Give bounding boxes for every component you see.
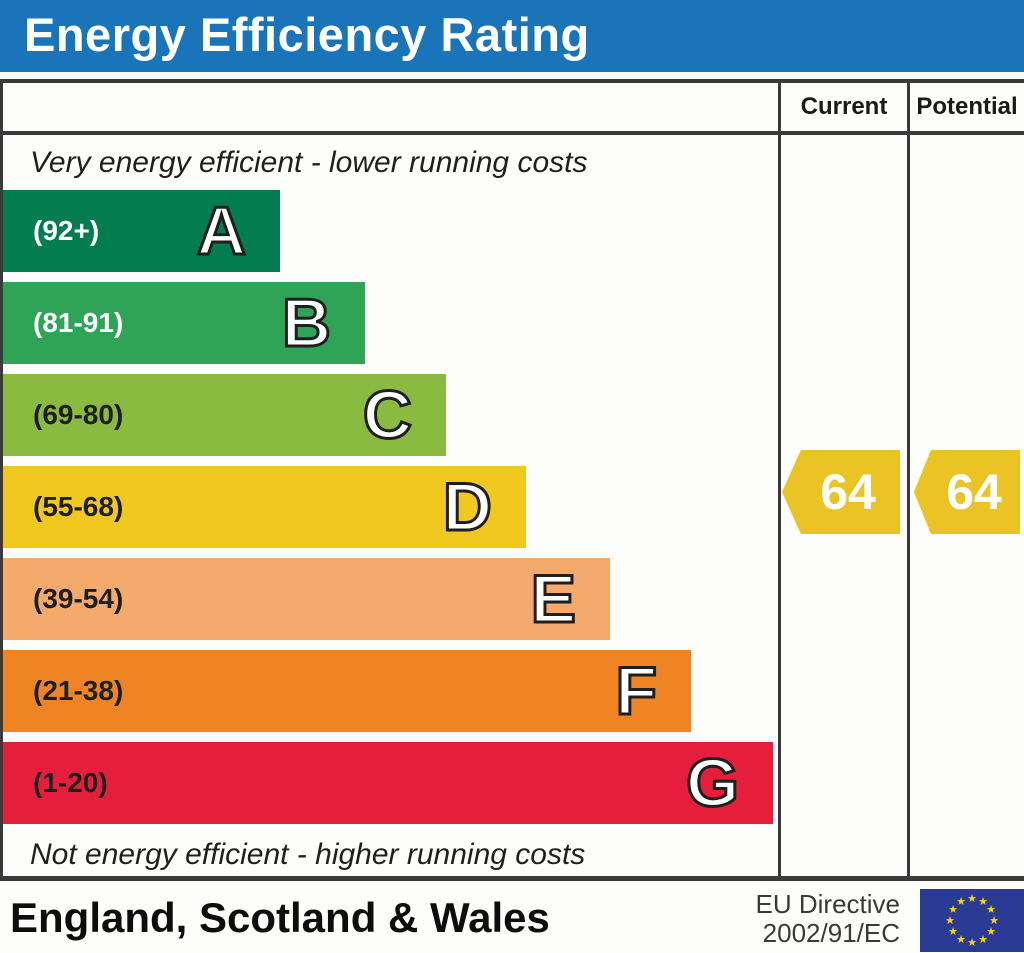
column-header-potential: Potential [916, 93, 1018, 120]
current-rating-value: 64 [820, 464, 876, 520]
band-letter-A: A [195, 192, 247, 271]
band-letter-F: F [614, 652, 659, 731]
svg-text:★: ★ [989, 914, 999, 927]
band-letter-B: B [280, 284, 332, 363]
svg-text:★: ★ [948, 903, 958, 916]
column-header-current: Current [800, 93, 888, 120]
current-rating-arrow: 64 [782, 450, 900, 534]
band-range-label-E: (39-54) [33, 583, 124, 614]
potential-column-divider [907, 79, 910, 881]
eu-directive-line1: EU Directive [755, 889, 900, 919]
top-note: Very energy efficient - lower running co… [30, 146, 588, 179]
band-row-C: (69-80) C [3, 374, 446, 456]
band-letter-E: E [529, 560, 577, 639]
svg-text:★: ★ [978, 933, 988, 946]
eu-directive-label: EU Directive 2002/91/EC [700, 890, 900, 948]
svg-text:★: ★ [956, 933, 966, 946]
bands: (92+) A (81-91) B (69-80) C (55-68) D (39-54) E (2… [3, 190, 778, 824]
potential-rating-value: 64 [946, 464, 1002, 520]
band-letter-D: D [441, 468, 493, 547]
svg-text:★: ★ [978, 895, 988, 908]
svg-text:★: ★ [956, 895, 966, 908]
band-row-F: (21-38) F [3, 650, 691, 732]
eu-flag-svg: ★ ★★ ★★★ ★★★ ★★★ [920, 889, 1024, 952]
band-range-label-C: (69-80) [33, 399, 124, 430]
band-range-label-F: (21-38) [33, 675, 124, 706]
bottom-note: Not energy efficient - higher running co… [30, 838, 586, 871]
table-bottom-border [0, 876, 1024, 881]
band-row-A: (92+) A [3, 190, 280, 272]
header-bottom-border [0, 131, 1024, 135]
svg-text:★: ★ [986, 903, 996, 916]
band-range-label-B: (81-91) [33, 307, 124, 338]
band-row-D: (55-68) D [3, 466, 526, 548]
band-range-label-D: (55-68) [33, 491, 124, 522]
eu-flag-icon: ★ ★ ★ ★ ★ ★ ★ ★ ★ ★ ★ ★ [920, 889, 1024, 952]
band-row-E: (39-54) E [3, 558, 610, 640]
table-left-border [0, 79, 3, 881]
band-letter-C: C [361, 376, 413, 455]
table-top-border [0, 79, 1024, 83]
svg-text:★: ★ [948, 925, 958, 938]
page-title: Energy Efficiency Rating [24, 8, 590, 61]
svg-text:★: ★ [945, 914, 955, 927]
band-range-label-G: (1-20) [33, 767, 108, 798]
eu-directive-line2: 2002/91/EC [762, 918, 900, 948]
current-column-divider [778, 79, 781, 881]
band-row-G: (1-20) G [3, 742, 773, 824]
band-letter-G: G [685, 744, 741, 823]
svg-text:★: ★ [967, 936, 977, 949]
svg-text:★: ★ [986, 925, 996, 938]
region-label: England, Scotland & Wales [10, 894, 550, 941]
band-range-label-A: (92+) [33, 215, 100, 246]
band-row-B: (81-91) B [3, 282, 365, 364]
potential-rating-arrow: 64 [914, 450, 1020, 534]
title-bar: Energy Efficiency Rating [0, 0, 1024, 72]
svg-text:★: ★ [967, 892, 977, 905]
